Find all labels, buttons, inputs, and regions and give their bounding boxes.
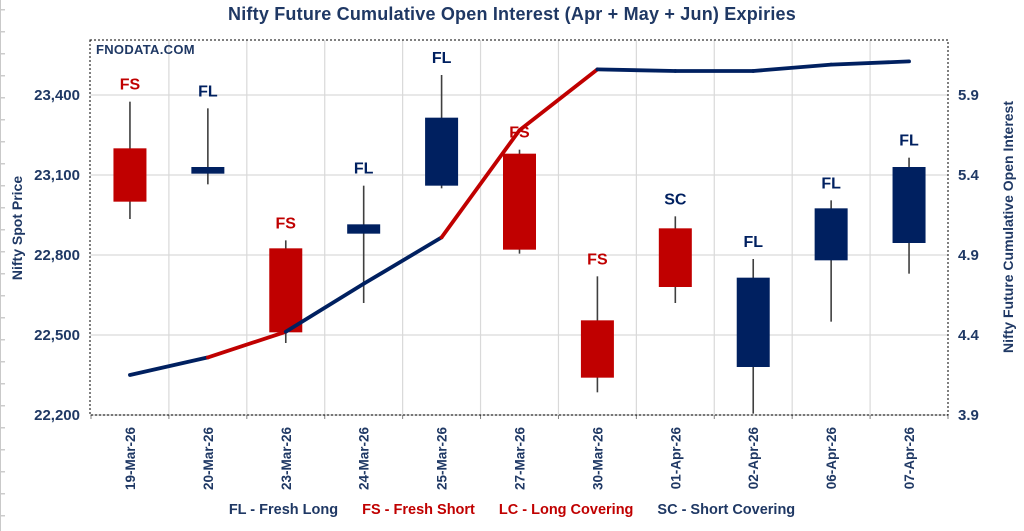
left-axis-tick-label: 22,200 <box>34 407 80 424</box>
plot-border <box>89 39 949 416</box>
right-axis-title: Nifty Future Cumulative Open Interest <box>1000 100 1016 354</box>
date-label: 06-Apr-26 <box>824 427 839 490</box>
candle-label: FL <box>432 50 452 67</box>
left-axis-tick-label: 23,400 <box>34 87 80 104</box>
date-label: 19-Mar-26 <box>123 427 138 491</box>
left-axis-tick-label: 22,800 <box>34 247 80 264</box>
oi-line-segment <box>361 235 444 286</box>
chart-title: Nifty Future Cumulative Open Interest (A… <box>228 4 796 24</box>
candle-body <box>113 148 147 202</box>
candle-body <box>191 167 225 174</box>
candle-body <box>580 320 614 378</box>
candle-body <box>425 117 459 186</box>
candle-label: SC <box>664 191 687 208</box>
oi-line-segment <box>829 59 911 67</box>
candle-label: FS <box>120 77 141 94</box>
right-axis-tick-label: 4.9 <box>958 247 979 264</box>
oi-line-segment <box>517 67 600 133</box>
date-label: 25-Mar-26 <box>435 427 450 491</box>
left-axis-title: Nifty Spot Price <box>9 175 25 281</box>
date-label: 30-Mar-26 <box>590 427 605 491</box>
watermark-brand: FNODATA.COM <box>96 42 195 57</box>
date-label: 20-Mar-26 <box>201 427 216 491</box>
oi-line-segment <box>283 281 366 334</box>
date-label: 07-Apr-26 <box>902 427 917 490</box>
oi-line-segment <box>595 67 678 73</box>
oi-line-segment <box>751 62 834 73</box>
date-label: 27-Mar-26 <box>513 427 528 491</box>
date-label: 01-Apr-26 <box>668 427 683 490</box>
legend-item-long-covering: LC - Long Covering <box>498 502 634 518</box>
legend-item-fresh-long: FL - Fresh Long <box>228 502 339 518</box>
legend: FL - Fresh Long FS - Fresh Short LC - Lo… <box>0 502 1024 518</box>
left-edge-ruler <box>0 0 8 531</box>
candle-label: FL <box>198 83 218 100</box>
candle-label: FL <box>354 161 374 178</box>
candle-label: FS <box>276 215 297 232</box>
right-axis-tick-label: 5.4 <box>958 167 980 184</box>
candle-body <box>736 277 770 367</box>
left-axis-tick-label: 23,100 <box>34 167 80 184</box>
date-label: 24-Mar-26 <box>357 427 372 491</box>
date-label: 02-Apr-26 <box>746 427 761 490</box>
oi-line-segment <box>205 329 288 360</box>
right-axis-tick-label: 3.9 <box>958 407 979 424</box>
left-axis-tick-label: 22,500 <box>34 327 80 344</box>
candle-label: FL <box>821 175 841 192</box>
oi-line-segment <box>439 128 522 240</box>
candle-label: FS <box>587 251 608 268</box>
right-axis-tick-label: 5.9 <box>958 87 979 104</box>
candle-body <box>503 153 536 250</box>
date-label: 23-Mar-26 <box>279 427 294 491</box>
candle-label: FL <box>743 234 763 251</box>
candle-body <box>814 208 848 261</box>
oi-line-segment <box>128 355 210 377</box>
candle-body <box>892 167 926 243</box>
candle-body <box>269 248 303 333</box>
candle-body <box>658 228 692 287</box>
legend-item-fresh-short: FS - Fresh Short <box>362 502 475 518</box>
legend-item-short-covering: SC - Short Covering <box>657 502 796 518</box>
right-axis-tick-label: 4.4 <box>958 327 980 344</box>
candle-body <box>347 224 381 234</box>
candle-label: FL <box>899 133 919 150</box>
